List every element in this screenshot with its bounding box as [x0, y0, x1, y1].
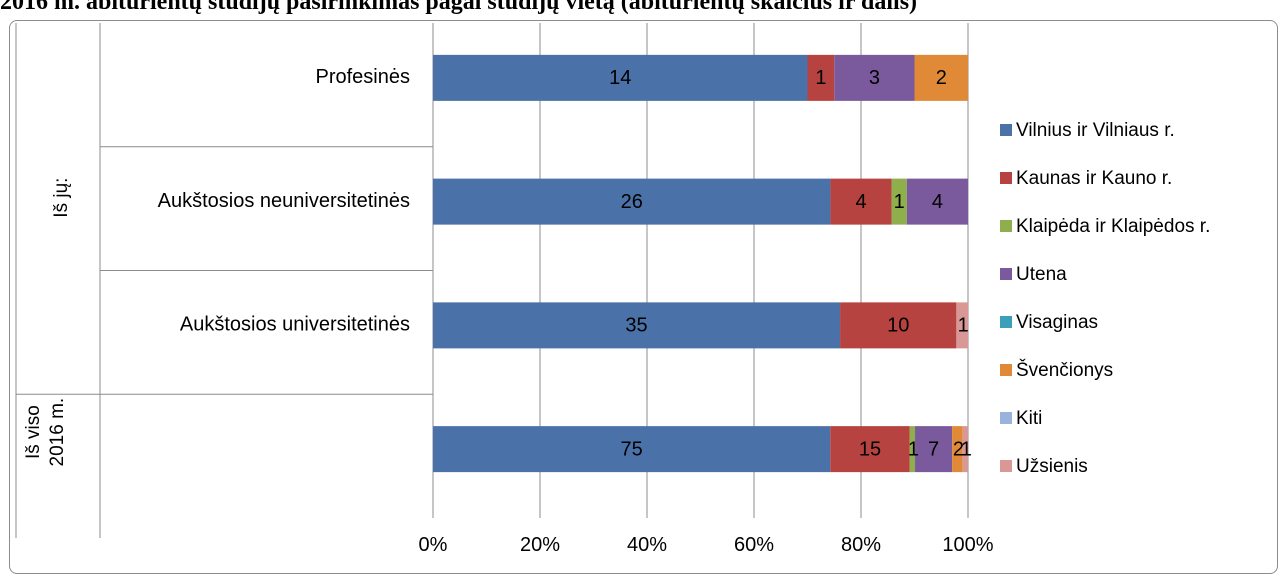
data-label: 4: [855, 191, 866, 213]
legend-label-vilnius-ir-vilniaus-r: Vilnius ir Vilniaus r.: [1016, 120, 1175, 141]
axis-labels: Profesinės Aukštosios neuniversitetinės Au…: [23, 66, 994, 556]
category-label-aukstosios-universitetines: Aukštosios universitetinės: [180, 314, 410, 336]
bar-segment-svencionys: [914, 54, 968, 101]
data-label: 26: [621, 191, 643, 213]
data-label: 75: [621, 438, 643, 460]
chart-svg: 14 1 3 226 4 1 435 10 175 15 1 7 21 ProfesinėsAukšto…: [15, 23, 1210, 556]
legend-label-uzsienis: Užsienis: [1016, 456, 1088, 477]
legend-label-utena: Utena: [1016, 264, 1067, 285]
bar-segment-vilnius-ir-vilniaus-r: [433, 302, 841, 349]
legend-swatch-visaginas: [1000, 316, 1012, 328]
bar-segment-utena: [915, 426, 953, 473]
x-tick-label: 0%: [419, 534, 448, 556]
bar-segment-klaipeda-ir-klaipedos-r: [891, 178, 907, 225]
chart-title: 2016 m. abiturientų studijų pasirinkimas…: [0, 0, 918, 15]
bar-segment-vilnius-ir-vilniaus-r: [433, 426, 831, 473]
bars: [433, 54, 968, 473]
data-label: 14: [609, 67, 631, 89]
bar-segment-utena: [834, 54, 915, 101]
data-label: 2: [936, 67, 947, 89]
legend-swatch-uzsienis: [1000, 460, 1012, 472]
category-label-aukstosios-neuniversitetines: Aukštosios neuniversitetinės: [158, 190, 410, 212]
category-group-layer: [15, 23, 433, 538]
data-label: 1: [815, 67, 826, 89]
bar-segment-kaunas-ir-kauno-r: [807, 54, 835, 101]
bar-segment-vilnius-ir-vilniaus-r: [433, 54, 808, 101]
bar-segment-kaunas-ir-kauno-r: [830, 426, 910, 473]
data-label: 15: [859, 438, 881, 460]
legend-swatch-vilnius-ir-vilniaus-r: [1000, 124, 1012, 136]
category-label-profesines: Profesinės: [316, 66, 411, 88]
group-label-is-viso-line2: 2016 m.: [47, 398, 68, 467]
data-label: 2: [953, 438, 964, 460]
legend: Vilnius ir Vilniaus r. Kaunas ir Kauno r.…: [1000, 120, 1210, 477]
bar-segment-uzsienis: [956, 302, 968, 349]
data-label: 1: [894, 191, 905, 213]
chart-area: 14 1 3 2 26 4 1 4 35 10 1 75 15 1 7 2 1 Profesinės Aukšto…: [9, 20, 1278, 574]
legend-swatch-kaunas-ir-kauno-r: [1000, 172, 1012, 184]
legend-label-visaginas: Visaginas: [1016, 312, 1098, 333]
legend-label-klaipeda-ir-klaipedos-r: Klaipėda ir Klaipėdos r.: [1016, 216, 1210, 237]
legend-label-kaunas-ir-kauno-r: Kaunas ir Kauno r.: [1016, 168, 1172, 189]
x-tick-label: 80%: [841, 534, 881, 556]
bar-segment-vilnius-ir-vilniaus-r: [433, 178, 831, 225]
legend-swatch-klaipeda-ir-klaipedos-r: [1000, 220, 1012, 232]
x-tick-label: 60%: [734, 534, 774, 556]
group-label-is-viso-line1: Iš viso: [23, 405, 44, 459]
group-label-is-ju: Iš jų:: [51, 178, 72, 218]
legend-label-kiti: Kiti: [1016, 408, 1042, 429]
x-tick-label: 20%: [520, 534, 560, 556]
data-labels: 14 1 3 226 4 1 435 10 175 15 1 7 21: [609, 67, 972, 460]
data-label: 35: [625, 315, 647, 337]
bar-segment-utena: [906, 178, 968, 225]
data-label: 3: [869, 67, 880, 89]
legend-swatch-kiti: [1000, 412, 1012, 424]
data-label: 4: [932, 191, 943, 213]
x-tick-label: 100%: [942, 534, 993, 556]
legend-swatch-utena: [1000, 268, 1012, 280]
data-label: 10: [887, 315, 909, 337]
data-label: 1: [958, 315, 969, 337]
bar-segment-klaipeda-ir-klaipedos-r: [909, 426, 916, 473]
legend-label-svencionys: Švenčionys: [1016, 359, 1113, 381]
bar-segment-kaunas-ir-kauno-r: [840, 302, 957, 349]
bar-segment-svencionys: [952, 426, 963, 473]
bar-segment-uzsienis: [962, 426, 968, 473]
data-label: 7: [928, 438, 939, 460]
data-label: 1: [908, 438, 919, 460]
x-tick-label: 40%: [627, 534, 667, 556]
data-label: 1: [961, 438, 972, 460]
bar-segment-kaunas-ir-kauno-r: [830, 178, 892, 225]
legend-swatch-svencionys: [1000, 364, 1012, 376]
